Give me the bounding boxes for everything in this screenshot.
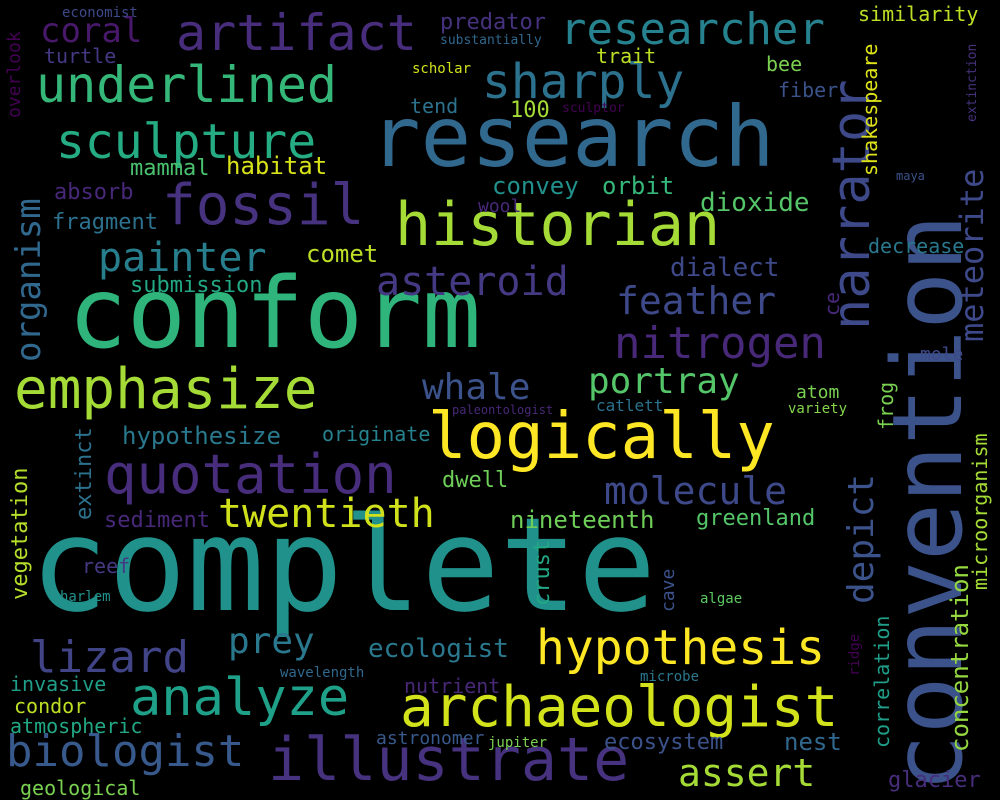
word-microbe: microbe <box>640 669 700 685</box>
word-underlined: underlined <box>36 56 338 114</box>
word-extinct: extinct <box>72 427 97 520</box>
word-originate: originate <box>322 422 431 446</box>
word-microorganism: microorganism <box>968 433 992 590</box>
word-prey: prey <box>228 621 315 662</box>
word-greenland: greenland <box>696 506 816 531</box>
word-paleontologist: paleontologist <box>452 403 554 417</box>
word-complete: complete <box>30 489 657 641</box>
word-correlation: correlation <box>870 615 894 748</box>
word-vegetation: vegetation <box>8 467 33 600</box>
word-hypothesis: hypothesis <box>536 620 825 676</box>
word-dwell: dwell <box>442 468 509 493</box>
word-atmospheric: atmospheric <box>10 714 143 738</box>
word-hypothesize: hypothesize <box>122 422 281 450</box>
word-dioxide: dioxide <box>700 188 810 218</box>
word-invasive: invasive <box>10 672 107 696</box>
word-illustrate: illustrate <box>268 725 630 795</box>
word-decrease: decrease <box>868 234 965 258</box>
word-twentieth: twentieth <box>218 491 435 537</box>
word-mammal: mammal <box>130 156 210 181</box>
word-bee: bee <box>766 52 803 76</box>
word-assert: assert <box>678 751 816 795</box>
word-research: research <box>370 88 775 186</box>
word-variety: variety <box>788 401 848 417</box>
word-sculpture: sculpture <box>56 114 317 170</box>
word-wool: wool <box>478 196 522 217</box>
word-sharply: sharply <box>482 54 685 110</box>
word-atom: atom <box>796 382 840 403</box>
word-logically: logically <box>428 400 775 474</box>
word-asteroid: asteroid <box>376 259 569 305</box>
word-substantially: substantially <box>440 33 542 48</box>
word-trait: trait <box>596 44 657 68</box>
word-feather: feather <box>616 279 777 323</box>
word-organism: organism <box>9 198 49 362</box>
word-tend: tend <box>410 94 459 118</box>
word-depict: depict <box>841 473 882 604</box>
word-sediment: sediment <box>104 508 210 533</box>
word-ecosystem: ecosystem <box>604 730 724 755</box>
word-sculptor: sculptor <box>562 101 625 116</box>
word-fragment: fragment <box>52 210 158 235</box>
word-analyze: analyze <box>130 668 350 728</box>
word-geological: geological <box>20 776 141 800</box>
word-100: 100 <box>510 98 550 123</box>
word-molecule: molecule <box>604 469 788 513</box>
word-nutrient: nutrient <box>404 674 501 698</box>
word-coral: coral <box>40 11 143 51</box>
word-portray: portray <box>588 361 740 402</box>
word-whale: whale <box>422 367 531 408</box>
word-quotation: quotation <box>104 443 397 506</box>
word-mole: mole <box>920 344 964 365</box>
word-nineteenth: nineteenth <box>510 506 655 534</box>
word-economist: economist <box>62 5 138 21</box>
word-catlett: catlett <box>596 396 664 415</box>
word-submission: submission <box>130 273 263 298</box>
word-lizard: lizard <box>30 632 189 683</box>
word-fossil: fossil <box>162 173 365 238</box>
word-researcher: researcher <box>560 4 825 55</box>
word-glacier: glacier <box>888 768 981 793</box>
word-biologist: biologist <box>6 726 245 777</box>
word-ridge: ridge <box>847 633 863 676</box>
word-maya: maya <box>896 169 925 183</box>
word-frog: frog <box>874 381 898 430</box>
word-astronomer: astronomer <box>376 728 485 749</box>
word-extinction: extinction <box>965 43 980 122</box>
word-turtle: turtle <box>44 44 117 68</box>
word-overlook: overlook <box>4 31 25 118</box>
word-conform: conform <box>68 257 482 371</box>
word-historian: historian <box>395 190 721 260</box>
word-scholar: scholar <box>412 61 472 77</box>
word-artifact: artifact <box>176 4 417 62</box>
word-fiber: fiber <box>778 78 839 102</box>
word-algae: algae <box>700 591 743 607</box>
word-dialect: dialect <box>670 253 780 283</box>
word-archaeologist: archaeologist <box>400 675 839 740</box>
word-harlem: harlem <box>60 589 111 605</box>
word-predator: predator <box>440 10 546 35</box>
word-wavelength: wavelength <box>280 665 365 681</box>
word-shakespeare: shakespeare <box>858 43 882 176</box>
word-emphasize: emphasize <box>14 357 318 422</box>
word-reef: reef <box>82 554 131 578</box>
word-painter: painter <box>98 235 267 281</box>
word-convey: convey <box>492 172 579 200</box>
word-habitat: habitat <box>226 152 328 180</box>
word-comet: comet <box>306 240 379 268</box>
word-cave: cave <box>658 568 679 612</box>
word-condor: condor <box>14 694 87 718</box>
word-similarity: similarity <box>858 2 979 26</box>
word-ce: ce <box>820 291 844 316</box>
word-concentration: concentration <box>946 564 974 752</box>
word-nitrogen: nitrogen <box>614 318 826 369</box>
word-orbit: orbit <box>602 172 675 200</box>
word-crust: crust <box>530 539 555 606</box>
word-nest: nest <box>784 728 842 756</box>
word-ecologist: ecologist <box>368 634 509 664</box>
word-absorb: absorb <box>54 180 134 205</box>
word-jupiter: jupiter <box>488 735 548 751</box>
